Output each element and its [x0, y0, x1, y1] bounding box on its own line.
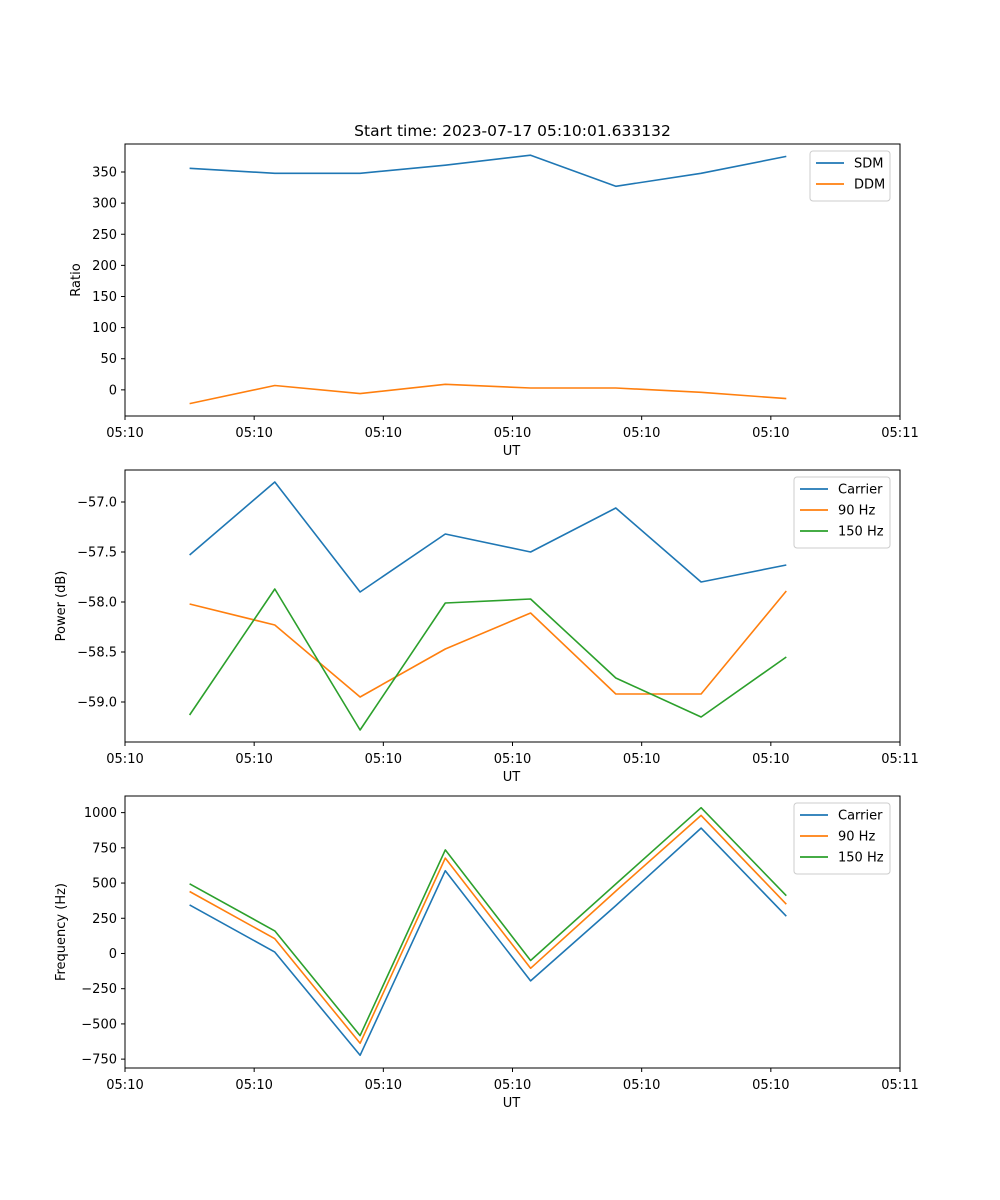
x-tick-label: 05:10 — [752, 426, 789, 441]
y-tick-label: −58.0 — [77, 596, 117, 611]
x-tick-label: 05:10 — [106, 752, 143, 767]
x-tick-label: 05:10 — [623, 752, 660, 767]
legend: SDM DDM — [809, 150, 891, 202]
x-tick-label: 05:11 — [881, 752, 918, 767]
legend-label: SDM — [854, 157, 883, 172]
legend-label: 150 Hz — [838, 851, 884, 866]
x-tick-label: 05:10 — [365, 426, 402, 441]
y-axis-label: Power (dB) — [54, 571, 69, 642]
series-line-carrier — [189, 827, 787, 1057]
y-tick-label: 250 — [92, 912, 117, 927]
legend-label: 90 Hz — [838, 504, 875, 519]
legend: Carrier 90 Hz 150 Hz — [793, 802, 891, 875]
x-tick-label: 05:10 — [752, 1078, 789, 1093]
y-tick-label: −57.0 — [77, 496, 117, 511]
ratio-panel: 05:10 05:10 05:10 05:10 05:10 05:10 05:11 0 50 10… — [69, 143, 919, 459]
legend: Carrier 90 Hz 150 Hz — [793, 476, 891, 549]
frequency-panel: 05:10 05:10 05:10 05:10 05:10 05:10 05:11 −750 −… — [54, 795, 919, 1111]
series-line-sdm — [189, 154, 787, 188]
series-line-150-hz — [188, 588, 787, 731]
x-tick-label: 05:10 — [752, 752, 789, 767]
y-tick-label: 50 — [100, 352, 117, 367]
legend-label: 90 Hz — [838, 830, 875, 845]
y-tick-label: 0 — [109, 383, 117, 398]
series-line-150-hz — [189, 806, 787, 1037]
series-line-90-hz — [189, 590, 787, 698]
series-line-90-hz — [189, 814, 787, 1045]
x-tick-label: 05:10 — [494, 1078, 531, 1093]
y-tick-label: 250 — [92, 228, 117, 243]
figure-title: Start time: 2023-07-17 05:10:01.633132 — [354, 122, 671, 140]
y-tick-label: −57.5 — [77, 546, 117, 561]
y-tick-label: −500 — [81, 1017, 117, 1032]
y-axis-label: Ratio — [69, 263, 84, 296]
y-tick-label: 1000 — [84, 806, 117, 821]
legend-label: 150 Hz — [838, 525, 884, 540]
x-tick-label: 05:10 — [623, 1078, 660, 1093]
y-tick-label: −250 — [81, 982, 117, 997]
x-axis-label: UT — [503, 444, 521, 459]
y-tick-label: 350 — [92, 166, 117, 181]
x-tick-label: 05:10 — [106, 1078, 143, 1093]
x-tick-label: 05:10 — [235, 752, 272, 767]
y-axis-label: Frequency (Hz) — [54, 883, 69, 981]
axes-frame — [124, 143, 901, 417]
x-tick-label: 05:10 — [235, 426, 272, 441]
x-tick-label: 05:11 — [881, 1078, 918, 1093]
y-tick-label: 200 — [92, 259, 117, 274]
legend-label: Carrier — [838, 483, 883, 498]
x-axis-label: UT — [503, 770, 521, 785]
x-tick-label: 05:10 — [494, 752, 531, 767]
legend-label: DDM — [854, 178, 885, 193]
legend-label: Carrier — [838, 809, 883, 824]
y-tick-label: −750 — [81, 1053, 117, 1068]
y-tick-label: 150 — [92, 290, 117, 305]
x-tick-label: 05:11 — [881, 426, 918, 441]
x-tick-label: 05:10 — [235, 1078, 272, 1093]
series-line-carrier — [189, 481, 787, 593]
series-line-ddm — [189, 383, 787, 405]
x-axis-label: UT — [503, 1096, 521, 1111]
x-tick-label: 05:10 — [365, 752, 402, 767]
y-tick-label: −58.5 — [77, 646, 117, 661]
power-panel: 05:10 05:10 05:10 05:10 05:10 05:10 05:11 −59.0… — [54, 469, 919, 785]
y-tick-label: 0 — [109, 947, 117, 962]
x-tick-label: 05:10 — [494, 426, 531, 441]
y-tick-label: 100 — [92, 321, 117, 336]
axes-frame — [124, 795, 901, 1069]
axes-frame — [124, 469, 901, 743]
y-tick-label: 500 — [92, 877, 117, 892]
y-tick-label: −59.0 — [77, 696, 117, 711]
y-tick-label: 750 — [92, 841, 117, 856]
y-tick-label: 300 — [92, 197, 117, 212]
x-tick-label: 05:10 — [365, 1078, 402, 1093]
x-tick-label: 05:10 — [623, 426, 660, 441]
x-tick-label: 05:10 — [106, 426, 143, 441]
